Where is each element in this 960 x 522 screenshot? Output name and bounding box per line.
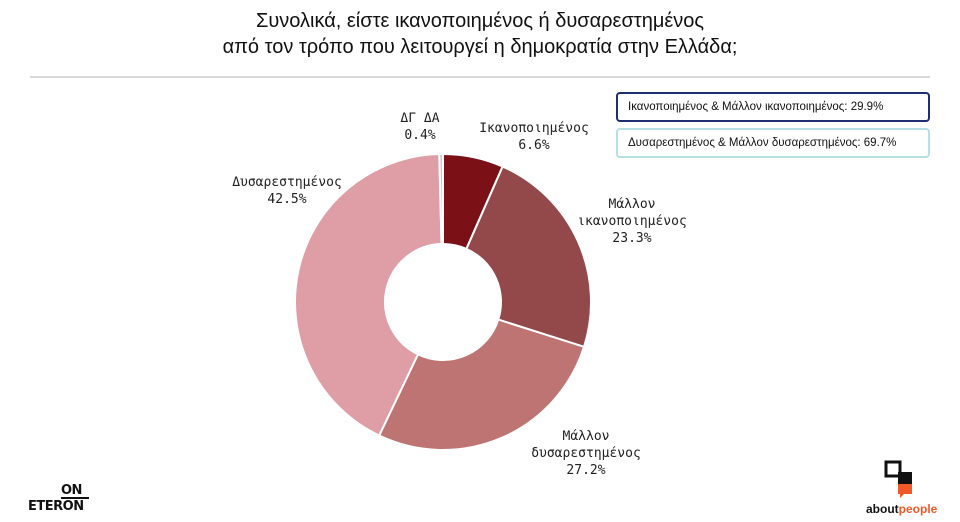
- slice-label-2: Μάλλον δυσαρεστημένος 27.2%: [531, 429, 641, 478]
- donut-slice-2: [377, 318, 586, 451]
- summary-satisfied-box: Ικανοποιημένος & Μάλλον ικανοποιημένος: …: [616, 92, 930, 122]
- title-divider: [30, 76, 930, 78]
- donut-slice-4: [438, 152, 444, 246]
- summary-dissatisfied-box: Δυσαρεστημένος & Μάλλον δυσαρεστημένος: …: [616, 128, 930, 158]
- aboutpeople-wordmark: aboutpeople: [866, 502, 937, 516]
- title-line-2: από τον τρόπο που λειτουργεί η δημοκρατί…: [222, 36, 738, 58]
- aboutpeople-word-a: about: [866, 502, 899, 516]
- slice-label-4: ΔΓ ΔΑ 0.4%: [400, 111, 439, 143]
- on-eteron-logo-bottom: ETERON: [28, 499, 84, 514]
- aboutpeople-word-b: people: [898, 502, 938, 516]
- donut-slice-3: [294, 153, 443, 437]
- slice-label-3: Δυσαρεστημένος 42.5%: [232, 175, 342, 207]
- on-eteron-logo-top: ON: [61, 484, 89, 499]
- chart-title: Συνολικά, είστε ικανοποιημένος ή δυσαρεσ…: [0, 8, 960, 60]
- aboutpeople-mark-icon: [884, 460, 912, 498]
- aboutpeople-logo: aboutpeople: [860, 460, 940, 520]
- donut-slice-1: [465, 165, 592, 349]
- on-eteron-logo: ON ETERON: [28, 484, 89, 514]
- slice-label-0: Ικανοποιημένος 6.6%: [479, 121, 589, 153]
- title-line-1: Συνολικά, είστε ικανοποιημένος ή δυσαρεσ…: [255, 10, 705, 32]
- slice-label-1: Μάλλον ικανοποιημένος 23.3%: [577, 197, 687, 246]
